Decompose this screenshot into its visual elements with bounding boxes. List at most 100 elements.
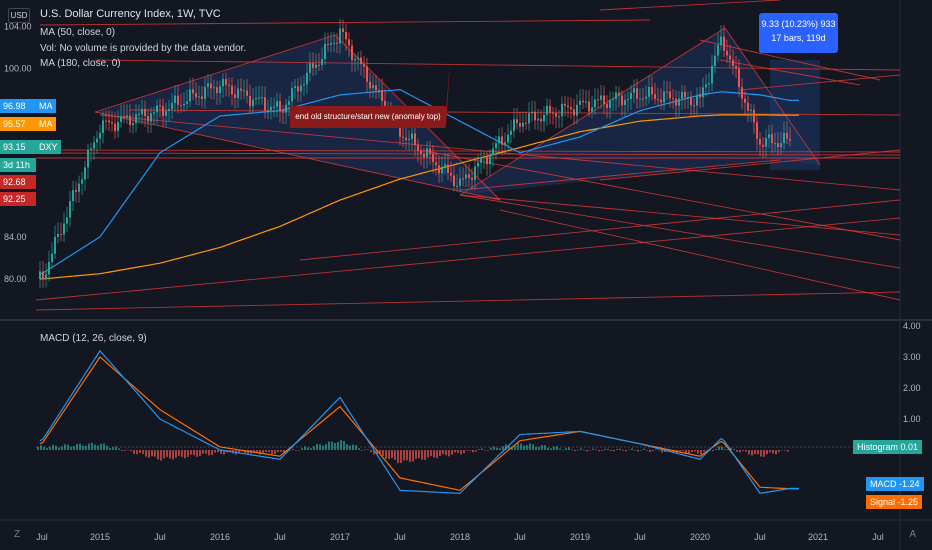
histogram-bar bbox=[457, 450, 459, 453]
histogram-bar bbox=[373, 450, 375, 455]
macd-legend[interactable]: MACD (12, 26, close, 9) bbox=[40, 333, 147, 344]
histogram-bar bbox=[679, 450, 681, 452]
histogram-bar bbox=[412, 450, 414, 462]
candle-body bbox=[336, 42, 338, 44]
histogram-bar bbox=[73, 446, 75, 450]
histogram-bar bbox=[46, 448, 48, 450]
price-label: 95.57 MA bbox=[0, 117, 56, 131]
candle-body bbox=[588, 101, 590, 112]
left-price-axis[interactable]: 104.00 100.00 84.00 80.00 bbox=[4, 22, 32, 284]
candle-body bbox=[531, 111, 533, 114]
histogram-bar bbox=[769, 450, 771, 453]
histogram-bar bbox=[136, 450, 138, 455]
macd-tick-label: 3.00 bbox=[903, 352, 921, 362]
histogram-bar bbox=[367, 449, 369, 450]
histogram-bar bbox=[259, 450, 261, 455]
macd-axis[interactable]: 4.00 3.00 2.00 1.00 bbox=[903, 321, 921, 424]
currency-badge[interactable]: USD bbox=[8, 8, 30, 23]
candle-body bbox=[327, 44, 329, 46]
candle-body bbox=[72, 190, 74, 202]
callout-pointer bbox=[446, 62, 450, 128]
candle-body bbox=[444, 164, 446, 167]
candle-body bbox=[45, 274, 47, 280]
candle-body bbox=[594, 99, 596, 108]
candle-body bbox=[66, 217, 68, 224]
histogram-bar bbox=[331, 441, 333, 450]
histogram-bar bbox=[517, 442, 519, 450]
histogram-bar bbox=[601, 450, 603, 451]
candle-body bbox=[558, 116, 560, 118]
histogram-bar bbox=[718, 446, 720, 450]
ma50-legend[interactable]: MA (50, close, 0) bbox=[40, 27, 116, 38]
candle-body bbox=[765, 138, 767, 147]
price-label: 3d 11h bbox=[0, 158, 36, 172]
price-label: 92.25 bbox=[0, 192, 36, 206]
histogram-bar bbox=[487, 450, 489, 451]
candle-body bbox=[150, 113, 152, 122]
candle-body bbox=[432, 153, 434, 163]
candle-body bbox=[669, 91, 671, 99]
macd-histogram bbox=[37, 439, 789, 464]
histogram-bar bbox=[598, 450, 600, 452]
candle-body bbox=[726, 50, 728, 56]
histogram-bar bbox=[556, 446, 558, 450]
histogram-bar bbox=[355, 445, 357, 450]
candle-body bbox=[198, 96, 200, 98]
histogram-bar bbox=[661, 450, 663, 453]
histogram-bar bbox=[268, 450, 270, 453]
histogram-bar bbox=[220, 450, 222, 454]
price-label-tag: MA bbox=[36, 99, 56, 113]
candle-body bbox=[123, 116, 125, 118]
candle-body bbox=[372, 85, 374, 89]
price-tick-label: 100.00 bbox=[4, 64, 32, 74]
candle-body bbox=[219, 86, 221, 94]
time-tick-label: 2019 bbox=[570, 532, 590, 542]
candle-body bbox=[528, 113, 530, 124]
time-axis[interactable]: Jul 2015 Jul 2016 Jul 2017 Jul 2018 Jul 2019 Jul 20… bbox=[36, 532, 884, 542]
candle-body bbox=[423, 153, 425, 157]
timezone-button[interactable]: Z bbox=[14, 529, 21, 540]
candle-body bbox=[708, 83, 710, 85]
price-tick-label: 104.00 bbox=[4, 22, 32, 32]
histogram-bar bbox=[433, 450, 435, 458]
histogram-bar bbox=[133, 450, 135, 454]
histogram-bar bbox=[706, 449, 708, 451]
candle-body bbox=[606, 104, 608, 109]
price-label-tag: MA bbox=[36, 117, 56, 131]
candle-body bbox=[96, 138, 98, 143]
candle-body bbox=[381, 89, 383, 101]
candle-body bbox=[507, 134, 509, 143]
candle-body bbox=[165, 111, 167, 116]
histogram-bar bbox=[784, 450, 786, 451]
candle-body bbox=[216, 87, 218, 94]
time-tick-label: 2017 bbox=[330, 532, 350, 542]
candle-body bbox=[660, 99, 662, 103]
histogram-bar bbox=[292, 448, 294, 450]
candle-body bbox=[186, 101, 188, 104]
ma180-legend[interactable]: MA (180, close, 0) bbox=[40, 58, 121, 69]
trendline bbox=[35, 149, 901, 153]
candle-body bbox=[375, 85, 377, 91]
histogram-bar bbox=[490, 447, 492, 450]
candle-body bbox=[378, 89, 380, 91]
histogram-bar bbox=[370, 450, 372, 453]
histogram-bar bbox=[193, 450, 195, 456]
histogram-bar bbox=[532, 444, 534, 450]
histogram-bar bbox=[748, 450, 750, 455]
annotation-callout[interactable]: end old structure/start new (anomaly top… bbox=[290, 106, 446, 128]
candle-body bbox=[84, 167, 86, 180]
volume-legend[interactable]: Vol: No volume is provided by the data v… bbox=[40, 43, 247, 54]
candle-body bbox=[777, 143, 779, 148]
histogram-bar bbox=[781, 449, 783, 451]
histogram-bar bbox=[100, 443, 102, 450]
macd-value-label: MACD -1.24 bbox=[866, 477, 924, 491]
candle-body bbox=[162, 106, 164, 116]
histogram-bar bbox=[529, 443, 531, 450]
histogram-bar bbox=[613, 450, 615, 452]
candle-body bbox=[213, 87, 215, 89]
candle-body bbox=[456, 185, 458, 187]
candle-body bbox=[399, 120, 401, 137]
auto-scale-button[interactable]: A bbox=[909, 529, 916, 540]
histogram-bar bbox=[76, 443, 78, 450]
